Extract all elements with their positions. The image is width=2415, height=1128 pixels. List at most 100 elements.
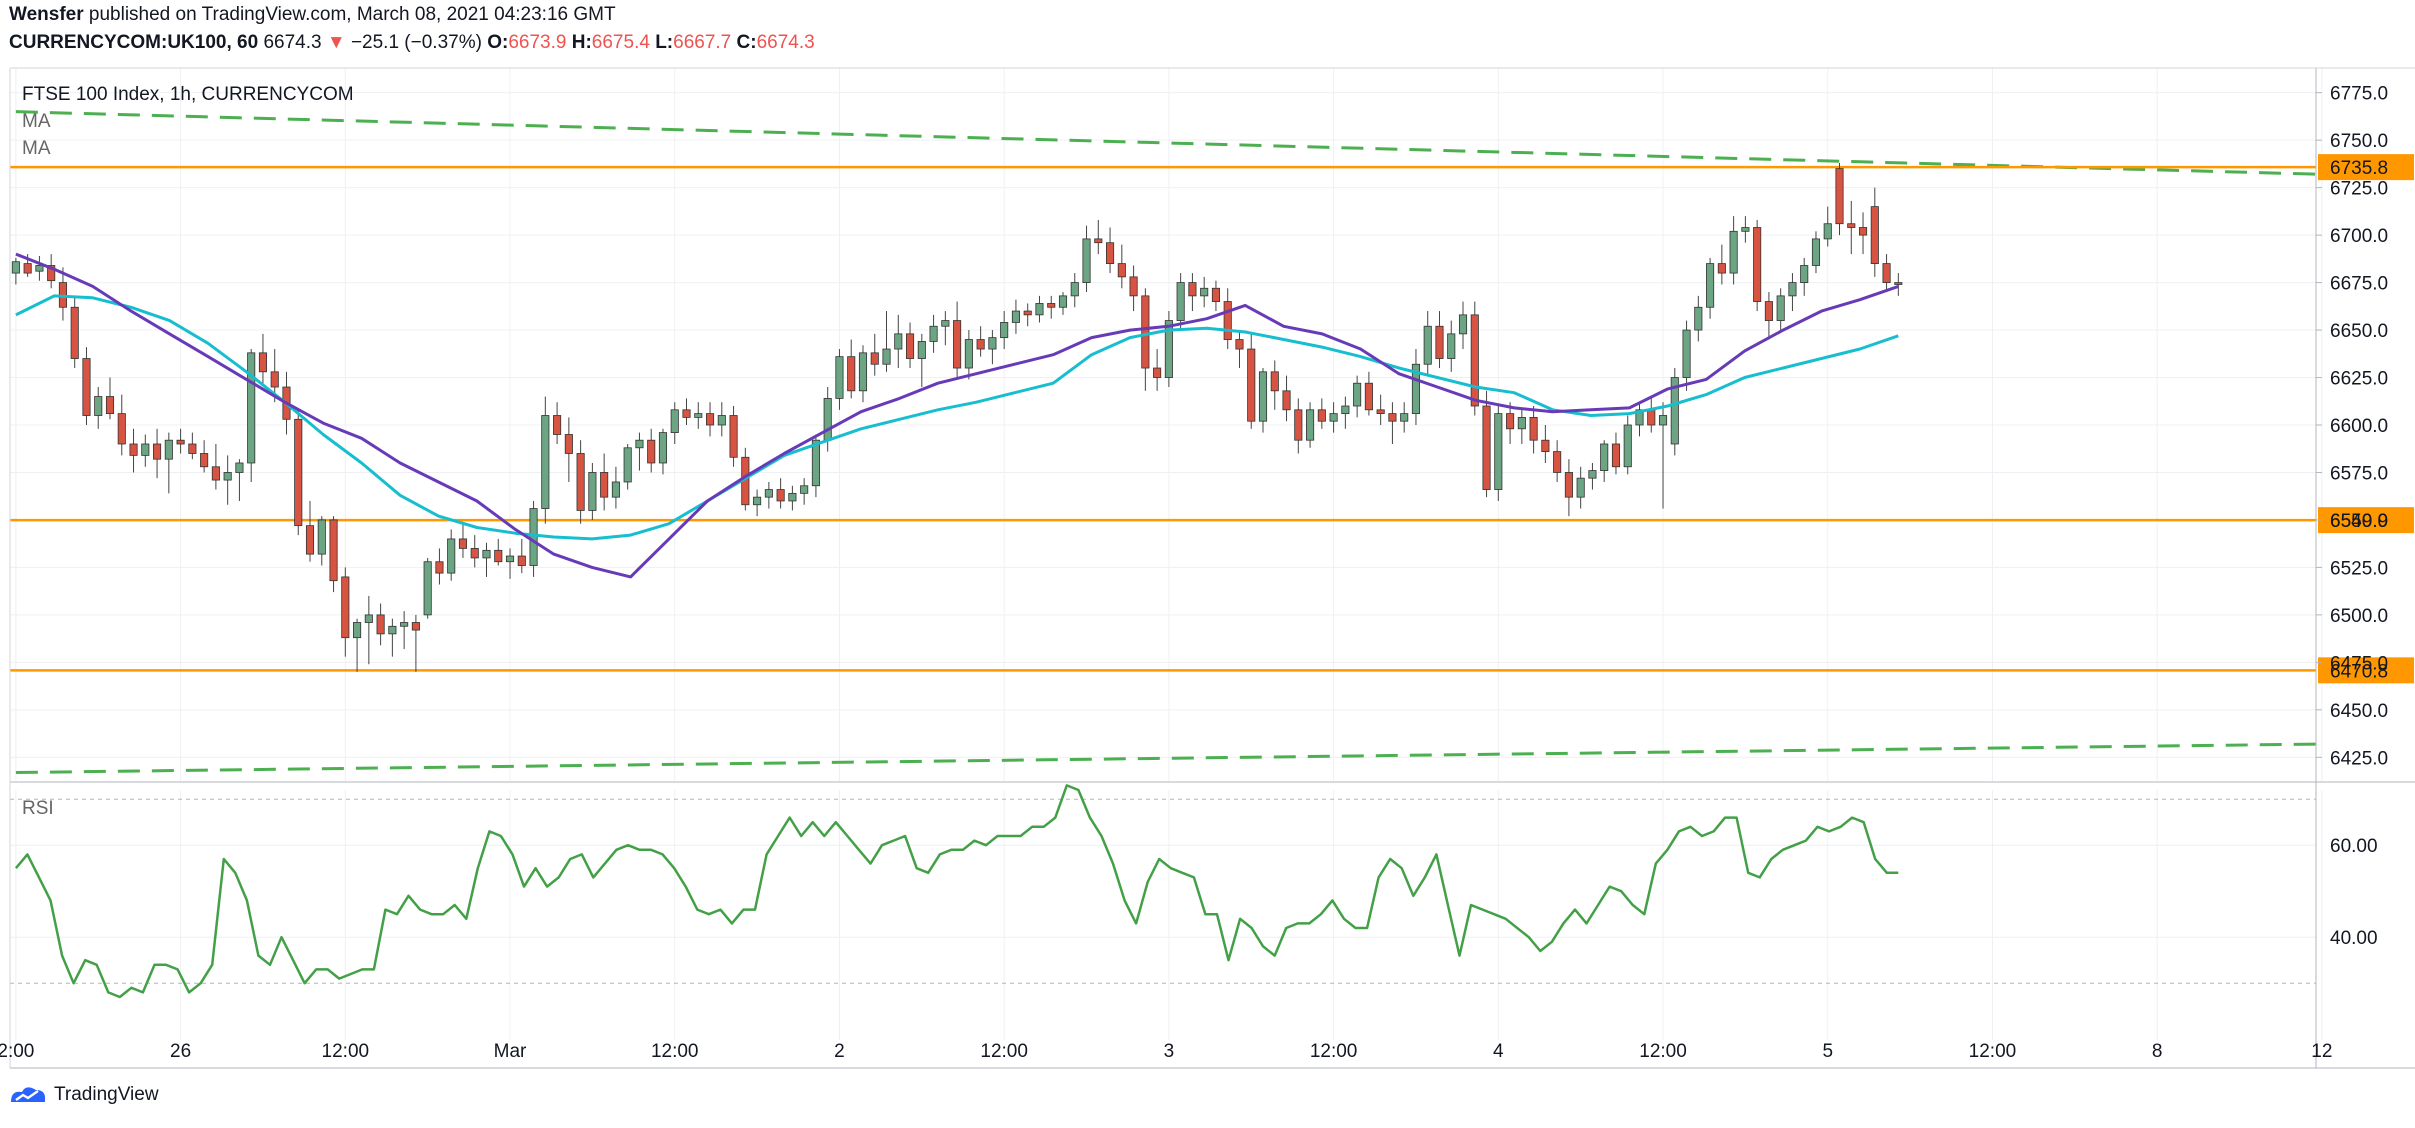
ma-fast-line bbox=[15, 252, 1899, 579]
candle-body bbox=[953, 320, 962, 369]
publish-details: published on TradingView.com, March 08, … bbox=[83, 4, 616, 25]
price-level-label: 6735.8 bbox=[2330, 158, 2388, 179]
time-tick-label: 5 bbox=[1822, 1041, 1833, 1062]
candle-body bbox=[1506, 413, 1515, 430]
candle-body bbox=[47, 265, 56, 282]
time-tick-label: 12:00 bbox=[1969, 1041, 2017, 1062]
price-level-label: 6549.9 bbox=[2330, 511, 2388, 532]
candle-body bbox=[600, 472, 609, 498]
candle-body bbox=[1694, 306, 1703, 331]
time-tick-label: 12:00 bbox=[1310, 1041, 1358, 1062]
price-tick-label: 6600.0 bbox=[2330, 416, 2388, 437]
candle-body bbox=[117, 413, 126, 445]
candle-body bbox=[329, 519, 338, 582]
candle-body bbox=[1270, 371, 1279, 392]
candle-body bbox=[141, 443, 150, 456]
candle-body bbox=[1435, 325, 1444, 359]
candle-body bbox=[23, 263, 32, 274]
time-tick-label: 12:00 bbox=[1639, 1041, 1687, 1062]
candle-body bbox=[223, 472, 232, 481]
candle-body bbox=[717, 415, 726, 426]
candle-body bbox=[1364, 382, 1373, 411]
candle-body bbox=[1023, 310, 1032, 316]
candle-body bbox=[1588, 470, 1597, 479]
candle-body bbox=[1482, 405, 1491, 490]
rsi-tick-label: 40.00 bbox=[2330, 928, 2378, 949]
candle-body bbox=[611, 481, 620, 498]
candle-body bbox=[458, 538, 468, 549]
candle-body bbox=[882, 348, 891, 365]
low-value: 6667.7 bbox=[673, 32, 732, 53]
candle-body bbox=[1211, 287, 1220, 302]
candle-body bbox=[1635, 409, 1644, 426]
candle-body bbox=[1541, 439, 1550, 452]
price-tick-label: 6700.0 bbox=[2330, 226, 2388, 247]
candle-body bbox=[811, 439, 820, 487]
candle-body bbox=[1011, 310, 1020, 323]
candle-body bbox=[1106, 242, 1115, 264]
candle-body bbox=[153, 443, 162, 460]
candle-body bbox=[764, 489, 773, 498]
time-tick-label: 12 bbox=[2311, 1041, 2332, 1062]
candle-body bbox=[847, 356, 856, 392]
candle-body bbox=[870, 352, 879, 365]
candle-body bbox=[635, 439, 644, 449]
candle-body bbox=[1188, 282, 1197, 297]
candle-body bbox=[1058, 295, 1068, 308]
candle-body bbox=[376, 614, 385, 635]
rsi-tick-label: 60.00 bbox=[2330, 836, 2378, 857]
candles bbox=[11, 162, 1903, 672]
candle-body bbox=[270, 371, 279, 388]
legend-labels: FTSE 100 Index, 1h, CURRENCYCOM MA MA RS… bbox=[22, 84, 354, 819]
candle-body bbox=[694, 413, 703, 418]
ma-slow-line bbox=[15, 294, 1899, 541]
price-change: −25.1 (−0.37%) bbox=[350, 32, 482, 53]
price-tick-label: 6450.0 bbox=[2330, 701, 2388, 722]
rsi-pane bbox=[10, 784, 2316, 999]
candle-body bbox=[353, 622, 362, 639]
candle-body bbox=[1823, 223, 1832, 240]
tradingview-footer[interactable]: TradingView bbox=[8, 1084, 159, 1106]
candle-body bbox=[305, 525, 315, 555]
support-resistance-levels: 6735.8 6549.9 6470.8 bbox=[10, 154, 2414, 684]
candle-body bbox=[1329, 413, 1338, 422]
candle-body bbox=[435, 561, 444, 574]
candle-body bbox=[682, 409, 691, 418]
candle-body bbox=[1776, 295, 1785, 321]
candle-body bbox=[1153, 367, 1162, 378]
candle-body bbox=[388, 625, 397, 635]
channel-lower-line bbox=[15, 742, 2322, 775]
candle-body bbox=[1411, 363, 1421, 415]
close-value: 6674.3 bbox=[756, 32, 815, 53]
open-label: O: bbox=[487, 32, 509, 53]
time-tick-label: 2 bbox=[834, 1041, 845, 1062]
time-tick-label: 12:00 bbox=[980, 1041, 1028, 1062]
candle-body bbox=[1200, 287, 1209, 297]
time-tick-label: 12:00 bbox=[322, 1041, 370, 1062]
candle-body bbox=[470, 548, 479, 559]
candle-body bbox=[364, 614, 373, 623]
ma-slow-label: MA bbox=[22, 138, 51, 159]
candle-body bbox=[588, 472, 597, 511]
candle-body bbox=[1164, 320, 1173, 378]
candle-body bbox=[1882, 263, 1891, 283]
candle-body bbox=[1306, 409, 1315, 441]
price-tick-label: 6675.0 bbox=[2330, 274, 2388, 295]
candle-body bbox=[1094, 238, 1103, 244]
down-arrow-icon: ▼ bbox=[326, 32, 346, 53]
price-tick-label: 6575.0 bbox=[2330, 463, 2388, 484]
candle-body bbox=[1870, 206, 1879, 264]
candle-body bbox=[211, 466, 220, 481]
candle-body bbox=[82, 358, 91, 416]
candle-body bbox=[1470, 314, 1479, 407]
candle-body bbox=[1376, 409, 1385, 415]
candle-body bbox=[858, 352, 868, 392]
candle-body bbox=[200, 453, 209, 468]
publisher-name: Wensfer bbox=[9, 4, 84, 25]
last-price: 6674.3 bbox=[263, 32, 322, 53]
candle-body bbox=[176, 439, 185, 445]
publish-info: Wensfer published on TradingView.com, Ma… bbox=[9, 4, 616, 26]
candle-body bbox=[1235, 339, 1244, 350]
symbol-quote: CURRENCYCOM:UK100, 60 6674.3 ▼ −25.1 (−0… bbox=[9, 32, 815, 54]
